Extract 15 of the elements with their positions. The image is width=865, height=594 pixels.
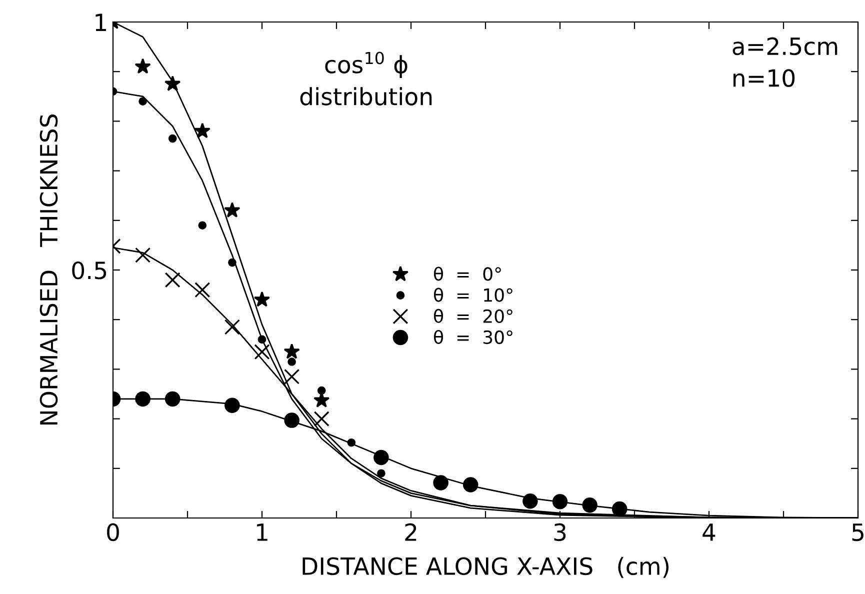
x-axis-title: DISTANCE ALONG X-AXIS (cm) <box>302 556 669 578</box>
legend-label: θ = 30° <box>434 330 512 344</box>
x-tick-label: 3 <box>554 523 566 542</box>
x-tick-label: 5 <box>852 524 864 542</box>
legend-label: θ = 0° <box>434 266 501 281</box>
x-tick-label: 1 <box>257 524 268 541</box>
y-axis-title: NORMALISED THICKNESS <box>40 114 58 424</box>
annotation: a=2.5cm n=10 <box>732 37 838 87</box>
x-tick-label: 2 <box>405 523 416 541</box>
legend-label: θ = 10° <box>434 288 512 302</box>
x-tick-label: 4 <box>702 524 716 541</box>
legend-label: θ = 20° <box>434 308 512 323</box>
annotation: cos$^{10}$ ϕ distribution <box>300 52 432 106</box>
x-tick-label: 0 <box>107 523 119 542</box>
y-tick-label: 0.5 <box>72 261 106 280</box>
